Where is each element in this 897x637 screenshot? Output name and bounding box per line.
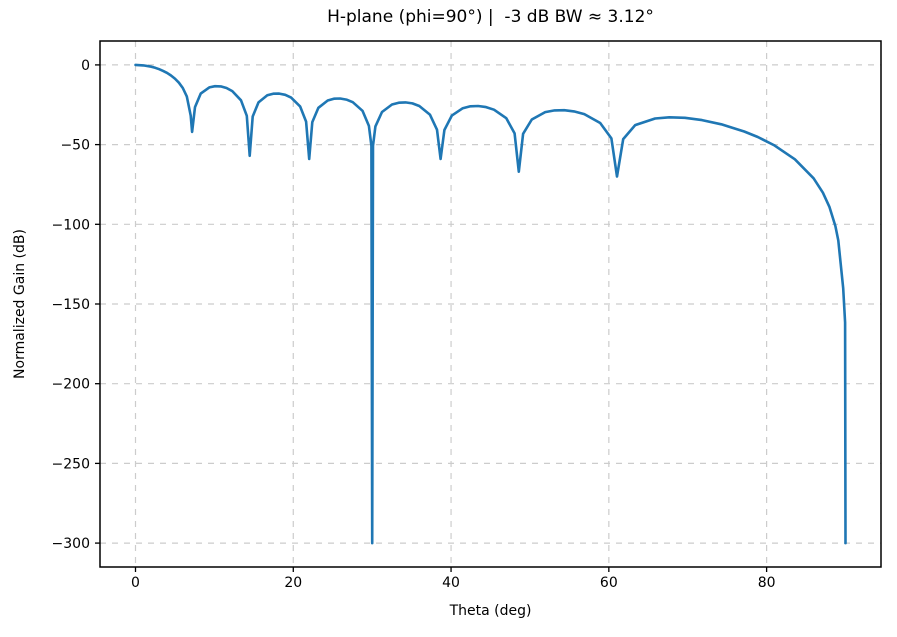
- x-tick-label: 40: [442, 575, 460, 591]
- gain-curve: [134, 63, 847, 545]
- x-tick-label: 80: [758, 575, 776, 591]
- x-tick-label: 0: [131, 575, 140, 591]
- y-tick-label: −300: [52, 536, 90, 552]
- chart-title: H-plane (phi=90°) | -3 dB BW ≈ 3.12°: [327, 7, 654, 27]
- y-tick-label: −200: [52, 377, 90, 393]
- x-axis-label: Theta (deg): [449, 603, 532, 619]
- y-tick-label: −100: [52, 217, 90, 233]
- y-tick-label: 0: [81, 58, 90, 74]
- y-axis-label: Normalized Gain (dB): [12, 229, 28, 379]
- y-tick-label: −250: [52, 456, 90, 472]
- x-tick-label: 20: [284, 575, 302, 591]
- y-tick-label: −50: [60, 138, 90, 154]
- y-tick-label: −150: [52, 297, 90, 313]
- x-tick-label: 60: [600, 575, 618, 591]
